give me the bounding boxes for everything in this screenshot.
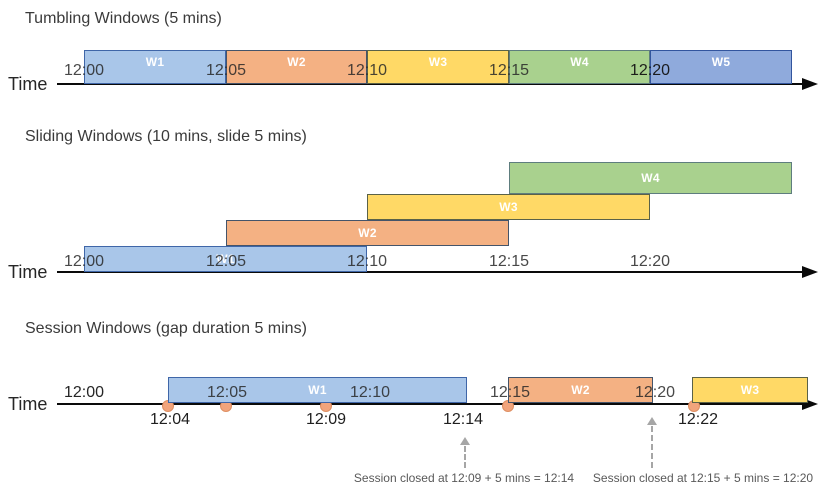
session-window-w1: W1 xyxy=(168,377,467,403)
sliding-tick-1215: 12:15 xyxy=(488,253,530,270)
sliding-window-w4: W4 xyxy=(509,162,792,194)
session-event-label-1209: 12:09 xyxy=(305,411,347,428)
sliding-timeline-arrow-icon xyxy=(802,266,818,278)
window-label: W5 xyxy=(711,55,731,69)
sliding-window-w1: W1 xyxy=(84,246,367,272)
tumbling-timeline xyxy=(57,83,802,85)
window-label: W3 xyxy=(428,55,448,69)
window-label: W1 xyxy=(216,252,235,266)
session-window-w3: W3 xyxy=(692,377,808,403)
sliding-section-title: Sliding Windows (10 mins, slide 5 mins) xyxy=(25,128,307,145)
session-close-annotation-2: Session closed at 12:15 + 5 mins = 12:20 xyxy=(592,471,814,485)
window-label: W3 xyxy=(740,383,760,397)
session-time-axis-label: Time xyxy=(8,394,48,414)
sliding-timeline xyxy=(57,271,802,273)
sliding-tick-1205: 12:05 xyxy=(205,253,247,270)
annotation-arrow-dash xyxy=(464,446,466,468)
tumbling-tick-1215: 12:15 xyxy=(488,62,530,79)
session-close-annotation-1: Session closed at 12:09 + 5 mins = 12:14 xyxy=(353,471,575,485)
tumbling-tick-1210: 12:10 xyxy=(346,62,388,79)
session-tick-1220: 12:20 xyxy=(634,384,676,401)
session-timeline xyxy=(57,403,802,405)
session-event-label-1214: 12:14 xyxy=(442,411,484,428)
session-event-label-1222: 12:22 xyxy=(677,411,719,428)
tumbling-tick-1220: 12:20 xyxy=(629,62,671,79)
tumbling-window-w2: W2 xyxy=(226,50,367,84)
tumbling-time-axis-label: Time xyxy=(8,74,48,94)
tumbling-tick-1200: 12:00 xyxy=(63,62,105,79)
tumbling-section-title: Tumbling Windows (5 mins) xyxy=(25,10,222,27)
window-label: W2 xyxy=(358,226,377,240)
window-label: W2 xyxy=(571,383,590,397)
tumbling-window-w4: W4 xyxy=(509,50,650,84)
window-label: W3 xyxy=(499,200,518,214)
sliding-tick-1220: 12:20 xyxy=(629,253,671,270)
tumbling-tick-1205: 12:05 xyxy=(205,62,247,79)
window-label: W1 xyxy=(308,383,327,397)
window-label: W4 xyxy=(641,171,660,185)
sliding-tick-1210: 12:10 xyxy=(346,253,388,270)
sliding-tick-1200: 12:00 xyxy=(63,253,105,270)
annotation-arrow-up-icon xyxy=(460,437,470,445)
window-label: W1 xyxy=(145,55,165,69)
session-tick-1215: 12:15 xyxy=(489,384,531,401)
tumbling-timeline-arrow-icon xyxy=(802,78,818,90)
tumbling-window-w3: W3 xyxy=(367,50,509,84)
window-label: W2 xyxy=(287,55,306,69)
tumbling-window-w5: W5 xyxy=(650,50,792,84)
sliding-window-w3: W3 xyxy=(367,194,650,220)
annotation-arrow-up-icon xyxy=(647,417,657,425)
sliding-time-axis-label: Time xyxy=(8,262,48,282)
annotation-arrow-dash xyxy=(651,426,653,468)
session-event-label-1204: 12:04 xyxy=(149,411,191,428)
window-label: W4 xyxy=(570,55,589,69)
session-tick-1210: 12:10 xyxy=(349,384,391,401)
session-window-w2: W2 xyxy=(508,377,653,403)
session-tick-1205: 12:05 xyxy=(206,384,248,401)
tumbling-window-w1: W1 xyxy=(84,50,226,84)
session-tick-1200: 12:00 xyxy=(63,384,105,401)
session-section-title: Session Windows (gap duration 5 mins) xyxy=(25,320,307,337)
sliding-window-w2: W2 xyxy=(226,220,509,246)
